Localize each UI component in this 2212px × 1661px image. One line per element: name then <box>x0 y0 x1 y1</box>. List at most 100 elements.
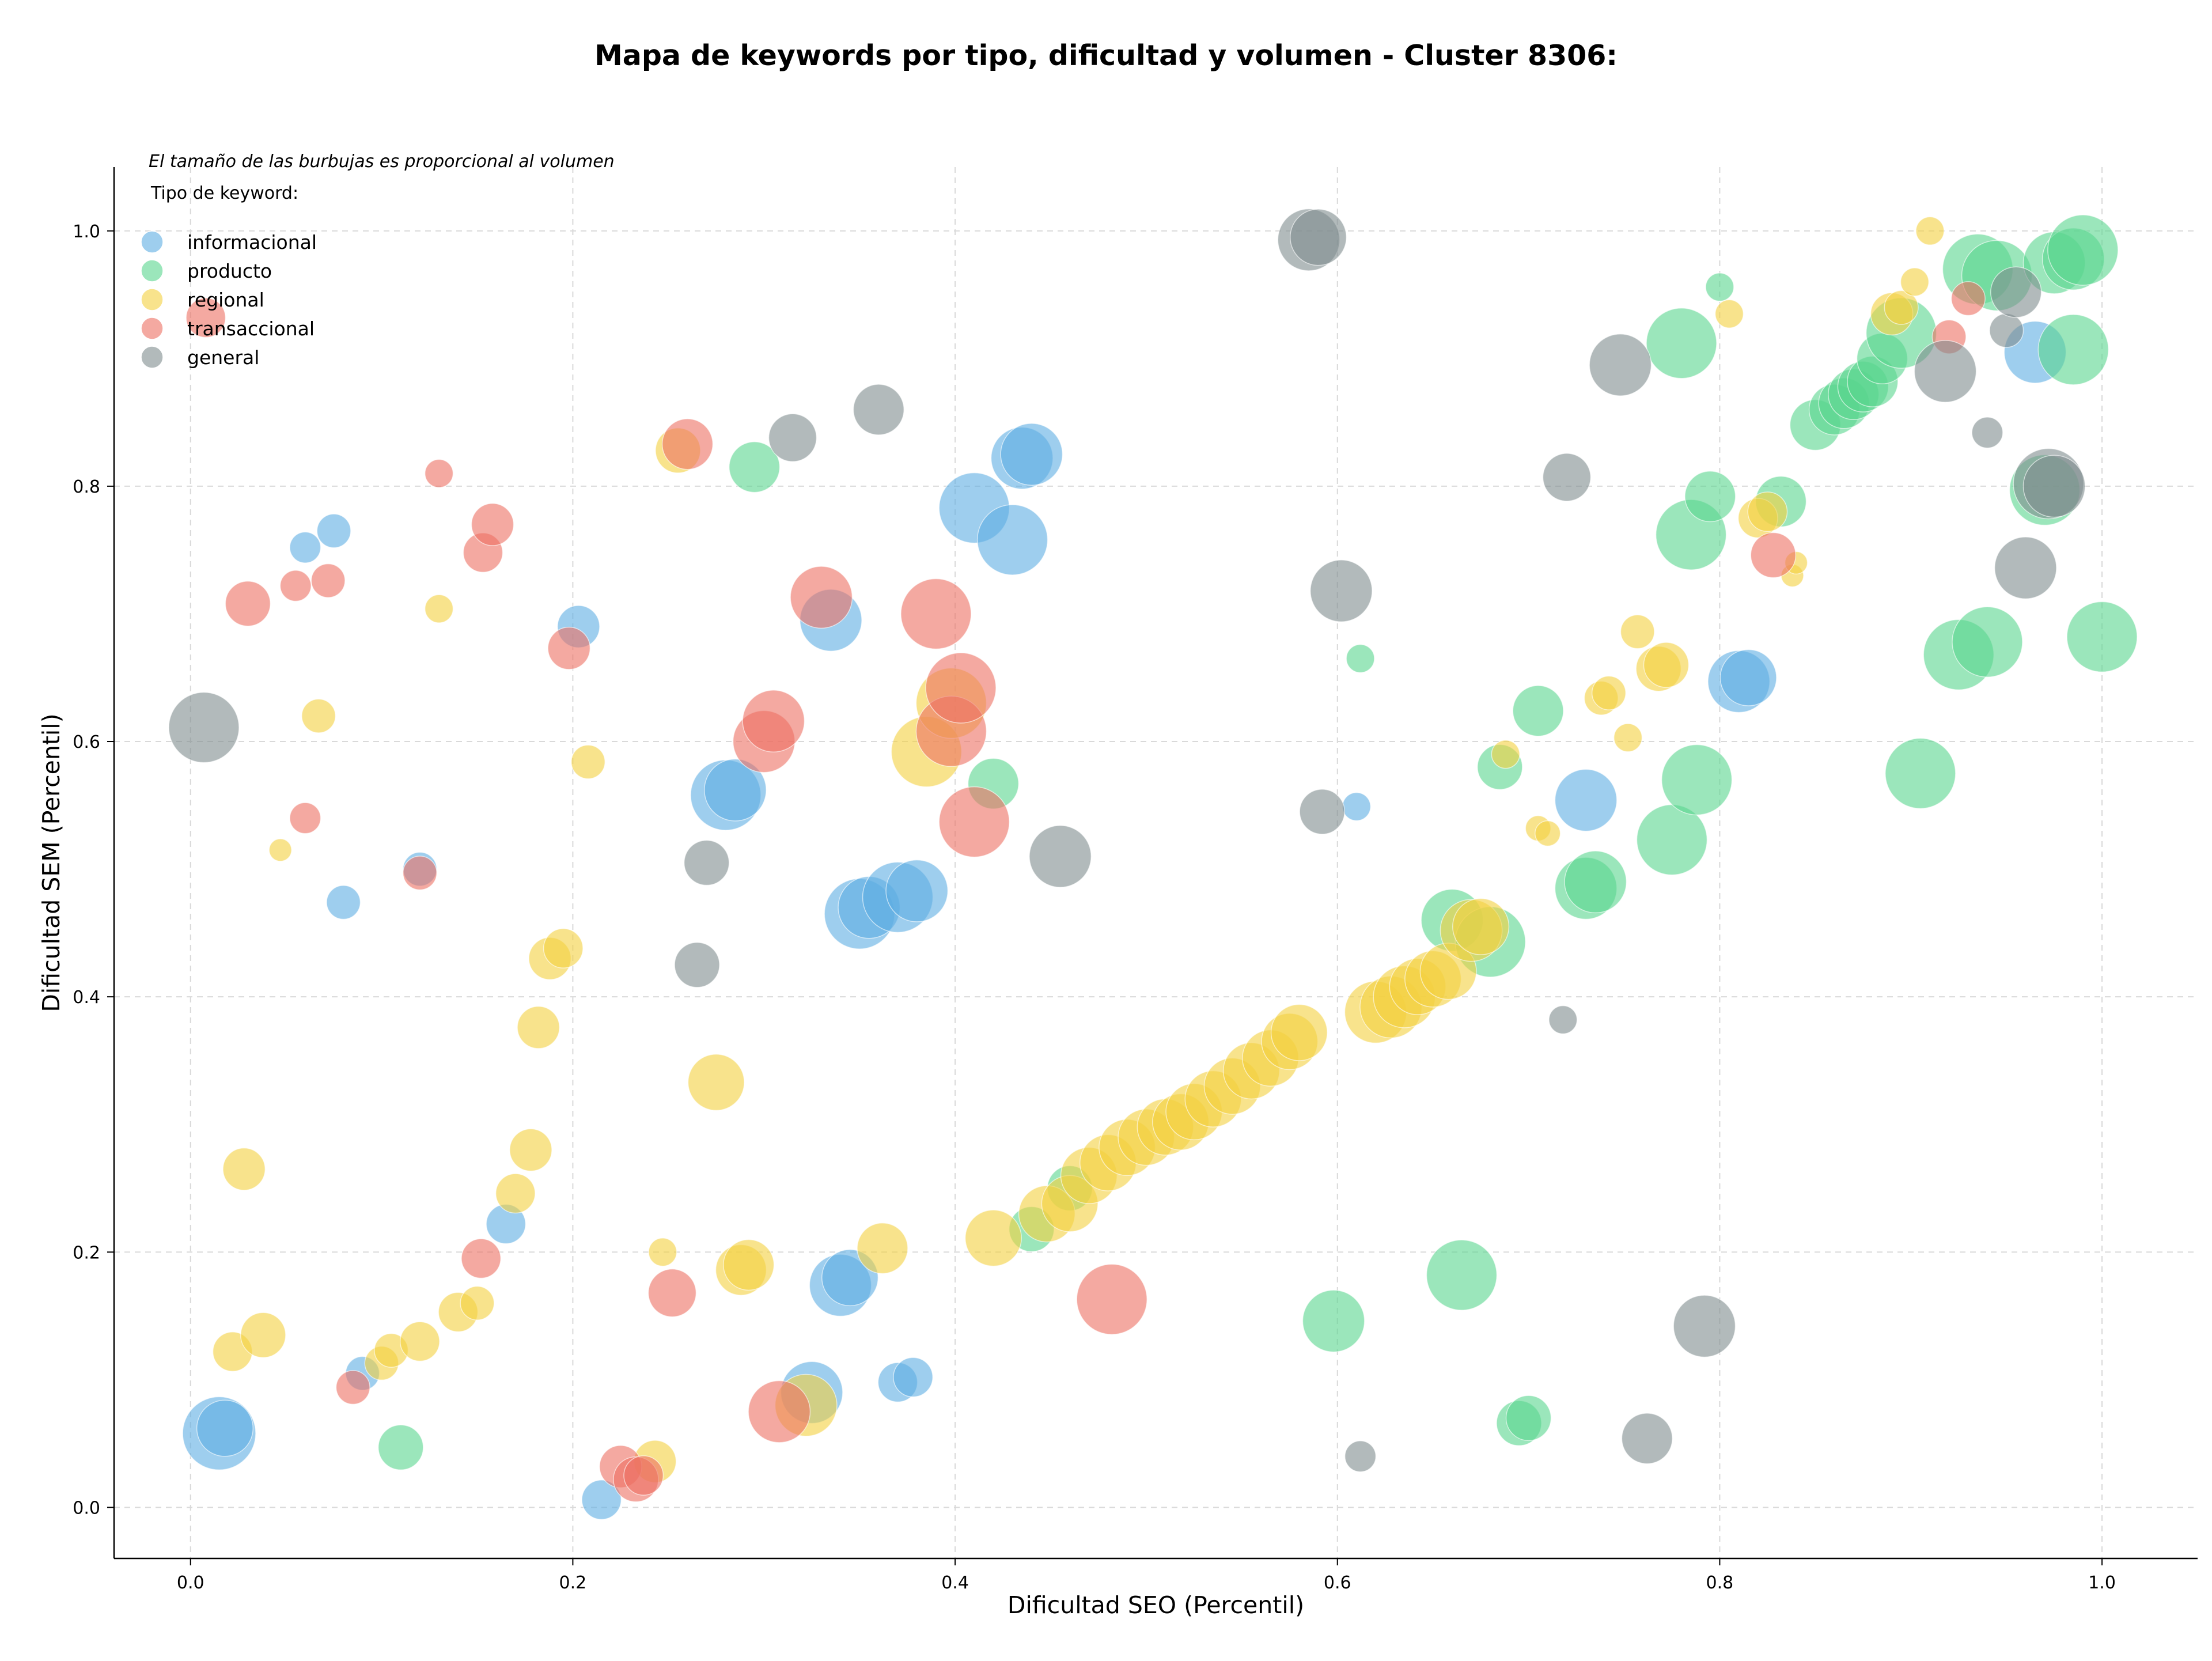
bubble-general <box>683 839 730 886</box>
bubble-transaccional <box>647 1268 697 1318</box>
bubble-transaccional <box>742 690 805 752</box>
legend-label-producto: producto <box>187 260 272 282</box>
bubble-regional <box>268 838 292 862</box>
legend: Tipo de keyword: informacional producto re… <box>141 183 317 369</box>
ticks: 0.0 0.2 0.4 0.6 0.8 1.0 0.0 0.2 0.4 0.6 0.8 1.0 <box>73 222 2116 1593</box>
bubble-general <box>1914 340 1977 403</box>
x-tick-label: 0.6 <box>1324 1573 1351 1593</box>
bubble-regional <box>1620 614 1655 649</box>
bubble-general <box>1029 824 1092 888</box>
bubble-regional <box>301 698 336 733</box>
bubble-regional <box>400 1321 440 1362</box>
bubble-general <box>168 691 240 763</box>
bubble-producto <box>1302 1289 1365 1353</box>
bubble-transaccional <box>1750 532 1797 578</box>
bubble-regional <box>543 928 584 968</box>
bubble-regional <box>424 594 454 623</box>
y-tick-label: 0.6 <box>73 732 100 752</box>
bubble-producto <box>1346 644 1375 674</box>
bubble-informacional <box>196 1399 254 1457</box>
bubble-general <box>2022 455 2086 518</box>
bubble-producto <box>1885 737 1956 809</box>
bubble-transaccional <box>1950 281 1986 316</box>
bubble-general <box>1989 313 2024 348</box>
bubble-general <box>1994 536 2057 600</box>
x-tick-label: 1.0 <box>2088 1573 2116 1593</box>
bubble-transaccional <box>225 580 271 627</box>
bubble-transaccional <box>1076 1263 1147 1335</box>
bubble-transaccional <box>790 566 853 629</box>
legend-marker-producto <box>141 259 164 282</box>
bubble-producto <box>1512 685 1564 737</box>
legend-label-transaccional: transaccional <box>187 317 315 340</box>
bubble-regional <box>1491 740 1520 769</box>
x-tick-label: 0.4 <box>941 1573 969 1593</box>
bubble-regional <box>1270 1004 1328 1061</box>
bubble-transaccional <box>925 652 997 724</box>
bubble-regional <box>1643 642 1690 688</box>
chart-title: Mapa de keywords por tipo, dificultad y … <box>594 39 1618 72</box>
bubble-general <box>853 384 905 436</box>
x-tick-label: 0.8 <box>1706 1573 1734 1593</box>
bubble-general <box>1542 453 1592 502</box>
bubble-regional <box>723 1239 775 1291</box>
legend-marker-informacional <box>141 230 164 253</box>
bubble-general <box>1548 1005 1578 1035</box>
bubble-producto <box>2066 601 2138 673</box>
bubble-producto <box>1426 1239 1498 1311</box>
bubble-general <box>1621 1413 1673 1465</box>
bubble-producto <box>1661 744 1733 816</box>
bubble-regional <box>517 1005 560 1049</box>
bubble-regional <box>1747 491 1788 532</box>
bubble-transaccional <box>424 459 454 488</box>
bubble-informacional <box>1719 649 1777 706</box>
bubble-informacional <box>326 885 361 920</box>
bubble-informacional <box>1342 792 1372 822</box>
bubble-transaccional <box>402 856 437 891</box>
bubble-informacional <box>1000 423 1063 486</box>
legend-label-informacional: informacional <box>187 231 317 253</box>
grid <box>114 167 2198 1558</box>
legend-title: Tipo de keyword: <box>150 183 298 203</box>
bubble-producto <box>2037 314 2109 385</box>
bubble-producto <box>377 1424 424 1471</box>
bubble-informacional <box>893 1357 933 1398</box>
bubble-general <box>1589 333 1652 396</box>
bubble-transaccional <box>623 1455 664 1496</box>
y-tick-label: 0.8 <box>73 477 100 497</box>
bubble-regional <box>687 1054 745 1111</box>
axes <box>113 167 2198 1560</box>
bubble-producto <box>1684 470 1736 523</box>
bubble-general <box>1971 417 2003 449</box>
bubble-regional <box>648 1238 677 1267</box>
legend-label-regional: regional <box>187 289 264 311</box>
x-tick-label: 0.2 <box>559 1573 587 1593</box>
bubble-informacional <box>704 758 767 822</box>
y-tick-label: 0.4 <box>73 987 100 1008</box>
bubble-general <box>1344 1440 1377 1473</box>
bubble-producto <box>1646 308 1717 379</box>
bubble-regional <box>240 1312 286 1359</box>
bubble-regional <box>495 1173 536 1214</box>
bubble-general <box>1290 209 1347 266</box>
bubble-general <box>768 413 817 462</box>
bubble-regional <box>1714 299 1744 328</box>
bubble-producto <box>1564 850 1627 914</box>
bubble-informacional <box>976 504 1048 576</box>
y-tick-label: 0.0 <box>73 1498 100 1518</box>
bubble-producto <box>1952 606 2023 678</box>
bubble-transaccional <box>461 1238 502 1279</box>
bubble-general <box>1299 789 1345 835</box>
bubble-transaccional <box>289 802 321 834</box>
bubble-transaccional <box>471 503 514 546</box>
bubble-regional <box>1613 723 1643 752</box>
bubble-transaccional <box>900 578 972 650</box>
bubbles <box>168 208 2138 1520</box>
bubble-producto <box>1505 1395 1552 1441</box>
legend-marker-regional <box>141 288 164 311</box>
bubble-size-note: El tamaño de las burbujas es proporciona… <box>149 152 615 172</box>
y-tick-label: 0.2 <box>73 1243 100 1263</box>
bubble-regional <box>460 1285 495 1321</box>
bubble-regional <box>1915 216 1945 245</box>
